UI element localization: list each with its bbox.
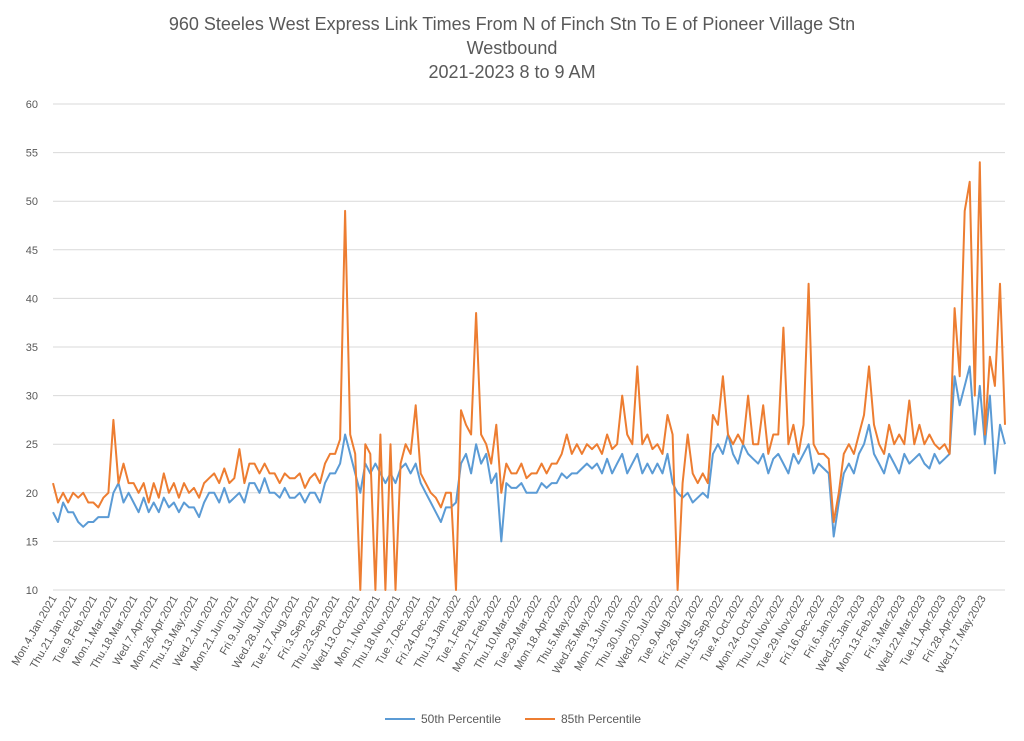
y-tick-label: 55 <box>26 148 38 160</box>
legend-label: 85th Percentile <box>561 712 642 726</box>
legend-item-50th: 50th Percentile <box>385 712 501 726</box>
legend-item-85th: 85th Percentile <box>525 712 641 726</box>
legend-swatch-orange <box>525 718 555 720</box>
y-tick-label: 50 <box>26 196 38 208</box>
y-tick-label: 35 <box>26 342 38 354</box>
y-tick-label: 20 <box>26 488 38 500</box>
y-tick-label: 40 <box>26 293 38 305</box>
legend-swatch-blue <box>385 718 415 720</box>
chart-title-line-3: 2021-2023 8 to 9 AM <box>428 62 596 82</box>
y-tick-label: 15 <box>26 536 38 548</box>
y-tick-label: 10 <box>26 585 38 597</box>
series-50th-percentile-line <box>52 365 1006 543</box>
y-tick-label: 60 <box>26 99 38 111</box>
chart-title-line-2: Westbound <box>466 38 558 58</box>
y-tick-label: 45 <box>26 245 38 257</box>
series-85th-percentile-line <box>52 161 1006 591</box>
legend-label: 50th Percentile <box>421 712 502 726</box>
chart-title-line-1: 960 Steeles West Express Link Times From… <box>168 14 856 34</box>
y-tick-label: 30 <box>26 391 38 403</box>
y-tick-label: 25 <box>26 439 38 451</box>
